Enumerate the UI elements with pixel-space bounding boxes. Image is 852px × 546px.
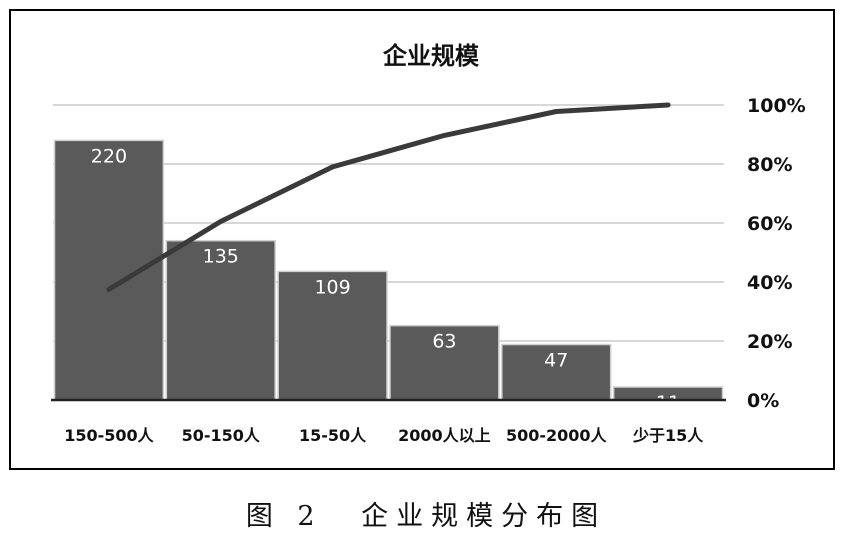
bar-value-label: 63 xyxy=(432,331,456,353)
right-axis-tick-label: 0% xyxy=(747,390,779,412)
bar-value-label: 109 xyxy=(314,276,350,298)
category-label: 500-2000人 xyxy=(506,426,608,445)
cumulative-line-layer xyxy=(106,102,671,292)
grid-layer xyxy=(53,104,724,342)
bar-layer: 220 135 109 63 47 11 xyxy=(53,139,724,414)
cumulative-line xyxy=(106,102,671,292)
right-axis-tick-label: 20% xyxy=(747,331,792,353)
bar-value-label: 47 xyxy=(544,350,568,372)
figure-caption-text: 企业规模分布图 xyxy=(361,501,607,532)
bar-value-label: 135 xyxy=(203,246,239,268)
chart-title: 企业规模 xyxy=(383,42,480,70)
bar-value-label: 220 xyxy=(91,145,127,167)
category-label: 150-500人 xyxy=(64,426,154,445)
figure-caption: 图 2 企业规模分布图 xyxy=(0,494,852,533)
category-label: 15-50人 xyxy=(299,426,367,445)
category-label: 2000人以上 xyxy=(398,426,491,445)
category-label: 少于15人 xyxy=(632,426,704,445)
bar xyxy=(53,139,165,401)
axis-layer: 0% 20% 40% 60% 80% 100% 150-500人 50-150人 15-50人 2… xyxy=(51,95,806,445)
bar xyxy=(389,324,500,401)
right-axis-tick-label: 60% xyxy=(747,213,792,235)
right-axis-tick-label: 100% xyxy=(747,95,806,117)
right-axis-tick-label: 80% xyxy=(747,154,792,176)
bar xyxy=(501,343,612,401)
pareto-chart: 企业规模 220 135 109 63 47 11 0% 20% 40% 60% 80% 100% 1… xyxy=(51,42,806,445)
bar xyxy=(165,239,276,401)
right-axis-tick-label: 40% xyxy=(747,272,792,294)
chart-frame: 企业规模 220 135 109 63 47 11 0% 20% 40% 60% 80% 100% 1… xyxy=(9,9,835,470)
bar-value-label: 11 xyxy=(656,392,680,414)
figure-number: 图 2 xyxy=(245,501,323,532)
category-label: 50-150人 xyxy=(182,426,261,445)
